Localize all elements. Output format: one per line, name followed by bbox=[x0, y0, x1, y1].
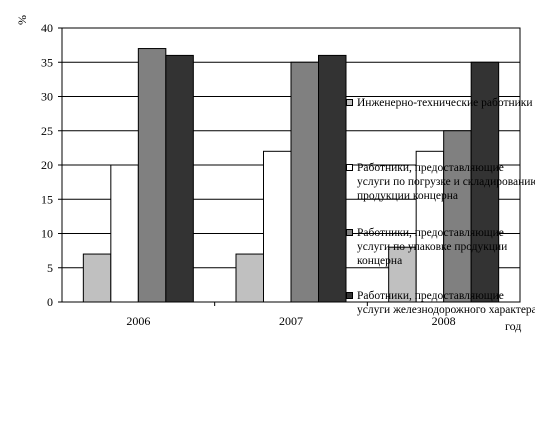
bar bbox=[110, 164, 139, 303]
legend-label: Работники, предоставляющие услуги по пог… bbox=[357, 162, 535, 202]
x-tick-label: 2006 bbox=[126, 314, 150, 328]
x-tick-labels: 2006 2007 2008 bbox=[126, 314, 455, 328]
plot-frame bbox=[61, 27, 521, 303]
legend-item: Работники, предоставляющие услуги железн… bbox=[346, 289, 535, 317]
x-tick-label: 2007 bbox=[279, 314, 303, 328]
y-tick-label: 15 bbox=[41, 192, 53, 206]
legend-item: Работники, предоставляющие услуги по пог… bbox=[346, 161, 535, 203]
y-tick-labels: 0 5 10 15 20 25 30 35 40 bbox=[41, 21, 53, 309]
bar bbox=[290, 61, 319, 303]
bar bbox=[443, 130, 472, 303]
y-unit-label: % bbox=[15, 15, 29, 25]
legend-item: Инженерно-технические работники bbox=[346, 96, 535, 110]
y-tick-label: 25 bbox=[41, 124, 53, 138]
legend-swatch bbox=[346, 164, 353, 171]
bar bbox=[137, 48, 167, 303]
y-tick-label: 30 bbox=[41, 90, 53, 104]
x-tick-label: 2008 bbox=[432, 314, 456, 328]
legend-swatch bbox=[346, 99, 353, 106]
y-tick-label: 35 bbox=[41, 55, 53, 69]
legend-label: Инженерно-технические работники bbox=[357, 97, 533, 109]
legend-swatch bbox=[346, 292, 353, 299]
bars bbox=[82, 48, 500, 303]
y-tick-label: 40 bbox=[41, 21, 53, 35]
bar bbox=[82, 253, 112, 303]
bar bbox=[235, 253, 264, 303]
bar bbox=[165, 54, 194, 303]
bar bbox=[318, 54, 347, 303]
x-unit-label: год bbox=[505, 319, 521, 333]
y-tick-label: 10 bbox=[41, 227, 53, 241]
y-tick-label: 20 bbox=[41, 158, 53, 172]
legend-item: Работники, предоставляющие услуги по упа… bbox=[346, 226, 535, 268]
y-tick-label: 0 bbox=[47, 295, 53, 309]
bar bbox=[263, 150, 292, 303]
legend-swatch bbox=[346, 229, 353, 236]
y-tick-label: 5 bbox=[47, 261, 53, 275]
legend-label: Работники, предоставляющие услуги по упа… bbox=[357, 227, 508, 267]
axes bbox=[58, 27, 521, 306]
legend-label: Работники, предоставляющие услуги железн… bbox=[357, 290, 535, 316]
